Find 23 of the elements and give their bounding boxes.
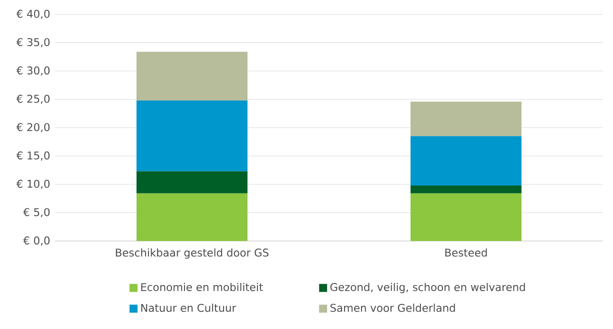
legend-label: Gezond, veilig, schoon en welvarend [330, 282, 525, 294]
bar [136, 52, 248, 100]
y-tick-label: € 15,0 [16, 151, 50, 161]
y-tick-label: € 40,0 [16, 10, 50, 19]
bar [410, 185, 522, 194]
bar [410, 136, 522, 186]
y-tick-label: € 20,0 [16, 123, 50, 132]
legend-label: Samen voor Gelderland [330, 304, 455, 312]
y-tick-label: € 5,0 [23, 208, 50, 218]
bar [136, 171, 248, 194]
bar [136, 193, 248, 242]
y-tick-label: € 35,0 [16, 38, 50, 48]
bar [410, 102, 522, 136]
bar [136, 100, 248, 172]
x-tick-label: Besteed [445, 248, 487, 257]
y-tick-label: € 25,0 [16, 94, 50, 104]
y-tick-label: € 0,0 [23, 236, 50, 246]
y-tick-label: € 30,0 [16, 66, 50, 76]
bar [410, 193, 522, 242]
legend-label: Economie en mobiliteit [141, 282, 263, 292]
x-tick-label: Beschikbaar gesteld door GS [116, 248, 269, 259]
y-tick-label: € 10,0 [16, 180, 50, 189]
legend-label: Natuur en Cultuur [141, 304, 236, 312]
